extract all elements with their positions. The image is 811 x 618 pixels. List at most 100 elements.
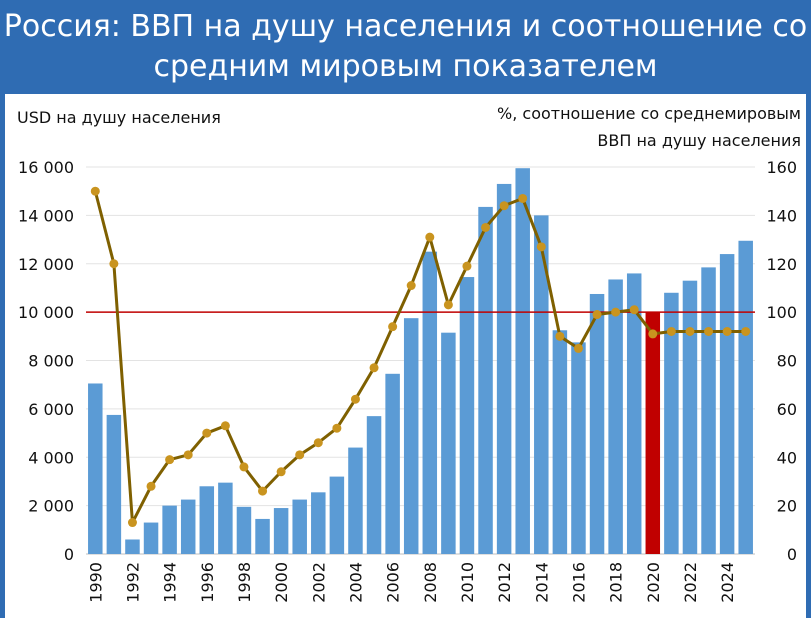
ratio-line — [93, 190, 746, 525]
ratio-marker — [536, 242, 546, 252]
bar — [719, 254, 735, 554]
bar — [422, 251, 438, 554]
left-tick-label: 8 000 — [28, 352, 74, 371]
plot-area: USD на душу населения %, соотношение со … — [5, 94, 806, 618]
bar — [441, 332, 456, 554]
bar — [496, 183, 512, 554]
right-tick-label: 0 — [787, 545, 797, 564]
x-tick-label: 2010 — [458, 562, 477, 603]
right-axis-label-line-2: ВВП на душу населения — [597, 131, 801, 150]
ratio-marker — [220, 421, 230, 431]
bar — [552, 330, 568, 554]
bar — [236, 506, 252, 554]
ratio-marker — [443, 300, 453, 310]
left-tick-label: 0 — [64, 545, 74, 564]
bar — [385, 373, 400, 554]
right-tick-label: 160 — [766, 158, 797, 177]
x-tick-label: 2016 — [569, 562, 588, 603]
ratio-marker — [239, 462, 249, 472]
bar — [534, 215, 549, 554]
left-tick-label: 12 000 — [18, 255, 74, 274]
ratio-marker — [741, 326, 751, 336]
x-tick-label: 2014 — [532, 562, 551, 603]
ratio-marker — [573, 343, 583, 353]
left-tick-label: 4 000 — [28, 448, 74, 467]
bar — [218, 482, 233, 554]
ratio-marker — [146, 481, 156, 491]
ratio-marker — [109, 259, 119, 269]
left-tick-label: 6 000 — [28, 400, 74, 419]
right-tick-label: 120 — [766, 255, 797, 274]
bar — [403, 318, 419, 554]
left-axis-label: USD на душу населения — [17, 108, 221, 127]
bar — [682, 280, 698, 554]
ratio-marker — [555, 331, 565, 341]
bar — [162, 505, 177, 554]
x-tick-label: 2004 — [346, 562, 365, 603]
ratio-marker — [685, 326, 695, 336]
bar — [329, 476, 345, 554]
ratio-marker — [350, 394, 360, 404]
x-tick-label: 1998 — [235, 562, 254, 603]
x-tick-label: 2006 — [384, 562, 403, 603]
ratio-marker — [611, 307, 621, 317]
x-tick-label: 2000 — [272, 562, 291, 603]
ratio-marker — [90, 186, 100, 196]
ratio-marker — [648, 329, 658, 339]
left-tick-label: 10 000 — [18, 303, 74, 322]
right-tick-label: 80 — [777, 352, 797, 371]
ratio-marker — [183, 450, 193, 460]
chart-title-line-2: средним мировым показателем — [153, 49, 658, 84]
right-tick-label: 140 — [766, 206, 797, 225]
ratio-marker — [629, 305, 639, 315]
bar — [255, 518, 270, 554]
ratio-marker — [425, 232, 435, 242]
bar — [199, 486, 215, 554]
bar — [571, 342, 586, 554]
bar — [478, 206, 493, 555]
right-tick-label: 60 — [777, 400, 797, 419]
x-tick-label: 2012 — [495, 562, 514, 603]
x-tick-label: 1994 — [161, 562, 180, 603]
ratio-marker — [165, 455, 175, 465]
bar — [738, 240, 753, 554]
x-tick-label: 2018 — [607, 562, 626, 603]
bar — [88, 383, 103, 554]
ratio-marker — [388, 322, 398, 332]
ratio-marker — [406, 281, 416, 291]
bar — [701, 267, 716, 554]
bar — [645, 312, 661, 554]
ratio-marker — [369, 363, 379, 373]
x-tick-label: 1990 — [86, 562, 105, 603]
bar — [106, 414, 122, 554]
bar — [311, 492, 326, 554]
bar — [348, 447, 363, 554]
chart-title-line-1: Россия: ВВП на душу населения и соотноше… — [3, 9, 808, 44]
ratio-marker — [722, 326, 732, 336]
left-tick-label: 2 000 — [28, 497, 74, 516]
ratio-marker — [276, 467, 286, 477]
ratio-marker — [313, 438, 323, 448]
ratio-marker — [592, 310, 602, 320]
x-tick-label: 2008 — [421, 562, 440, 603]
bar — [180, 499, 196, 554]
bar — [589, 293, 605, 554]
x-tick-label: 2020 — [644, 562, 663, 603]
right-axis-label-line-1: %, соотношение со среднемировым — [497, 104, 801, 123]
ratio-marker — [332, 423, 342, 433]
bar — [626, 273, 642, 554]
x-tick-label: 2022 — [681, 562, 700, 603]
x-tick-label: 2024 — [718, 562, 737, 603]
bar — [366, 416, 382, 554]
ratio-marker — [499, 201, 509, 211]
bar — [292, 499, 307, 554]
x-tick-label: 1992 — [123, 562, 142, 603]
ratio-marker — [666, 326, 676, 336]
bar — [273, 508, 289, 554]
ratio-marker — [127, 518, 137, 528]
right-tick-label: 40 — [777, 448, 797, 467]
x-tick-label: 1996 — [198, 562, 217, 603]
ratio-marker — [462, 261, 472, 271]
bar — [515, 168, 530, 554]
